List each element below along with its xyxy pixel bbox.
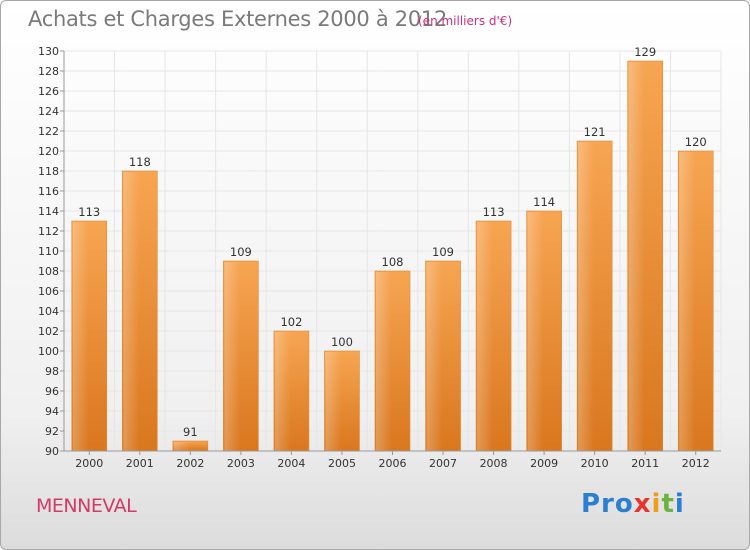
y-tick-label: 98 xyxy=(45,365,59,378)
data-label: 102 xyxy=(280,315,302,329)
y-tick-label: 124 xyxy=(38,105,59,118)
y-tick-label: 106 xyxy=(38,285,59,298)
y-tick-label: 118 xyxy=(38,165,59,178)
bar-highlight xyxy=(679,152,695,451)
data-label: 129 xyxy=(634,45,656,59)
y-tick-label: 92 xyxy=(45,425,59,438)
bar-highlight xyxy=(628,62,645,451)
x-tick-label: 2007 xyxy=(429,457,457,470)
x-tick-label: 2004 xyxy=(277,457,305,470)
data-label: 118 xyxy=(129,155,151,169)
y-tick-label: 126 xyxy=(38,85,59,98)
x-tick-label: 2003 xyxy=(227,457,255,470)
y-tick-label: 112 xyxy=(38,225,59,238)
bar-highlight xyxy=(376,272,392,451)
logo-part: Pro xyxy=(581,489,634,519)
bar-highlight xyxy=(325,352,342,451)
y-tick-label: 116 xyxy=(38,185,59,198)
bar-highlight xyxy=(72,222,89,451)
y-tick-label: 102 xyxy=(38,325,59,338)
bar-highlight xyxy=(426,262,443,451)
data-label: 113 xyxy=(483,205,505,219)
x-tick-label: 2002 xyxy=(176,457,204,470)
y-tick-label: 120 xyxy=(38,145,59,158)
x-tick-label: 2005 xyxy=(328,457,356,470)
y-tick-label: 100 xyxy=(38,345,59,358)
x-tick-label: 2006 xyxy=(379,457,407,470)
x-tick-label: 2009 xyxy=(530,457,558,470)
y-tick-label: 110 xyxy=(38,245,59,258)
y-tick-label: 90 xyxy=(45,445,59,458)
x-tick-label: 2011 xyxy=(631,457,659,470)
x-tick-label: 2000 xyxy=(75,457,103,470)
y-tick-label: 94 xyxy=(45,405,59,418)
data-label: 109 xyxy=(432,245,454,259)
commune-name: MENNEVAL xyxy=(36,495,137,517)
chart-title: Achats et Charges Externes 2000 à 2012 xyxy=(28,7,448,31)
proxiti-logo: Proxiti xyxy=(581,489,685,519)
bar-highlight xyxy=(123,172,140,451)
bar-highlight xyxy=(224,262,241,451)
logo-part: i xyxy=(674,489,685,519)
y-tick-label: 122 xyxy=(38,125,59,138)
bar-highlight xyxy=(173,442,190,451)
y-tick-label: 108 xyxy=(38,265,59,278)
x-tick-label: 2008 xyxy=(480,457,508,470)
bar-highlight xyxy=(477,222,493,451)
x-tick-label: 2001 xyxy=(126,457,154,470)
x-tick-label: 2012 xyxy=(682,457,710,470)
y-tick-label: 128 xyxy=(38,65,59,78)
y-tick-label: 114 xyxy=(38,205,59,218)
logo-part: i xyxy=(651,489,662,519)
data-label: 120 xyxy=(685,135,707,149)
logo-part: x xyxy=(633,489,652,519)
data-label: 91 xyxy=(183,425,198,439)
y-tick-label: 104 xyxy=(38,305,59,318)
bar-highlight xyxy=(274,332,291,451)
chart-subtitle: (en milliers d'€) xyxy=(418,14,513,28)
data-label: 121 xyxy=(584,125,606,139)
logo-part: t xyxy=(661,489,675,519)
y-tick-label: 130 xyxy=(38,45,59,58)
data-label: 108 xyxy=(382,255,404,269)
y-tick-label: 96 xyxy=(45,385,59,398)
bar-highlight xyxy=(578,142,594,451)
data-label: 109 xyxy=(230,245,252,259)
bar-highlight xyxy=(527,212,544,451)
x-tick-label: 2010 xyxy=(581,457,609,470)
data-label: 100 xyxy=(331,335,353,349)
data-label: 114 xyxy=(533,195,555,209)
data-label: 113 xyxy=(78,205,100,219)
